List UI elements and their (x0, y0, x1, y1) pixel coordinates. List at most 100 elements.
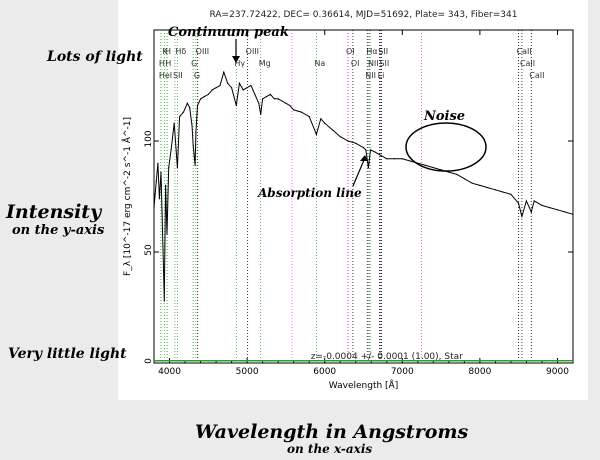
flux-point (192, 144, 194, 147)
flux-point (487, 187, 489, 189)
flux-point (215, 87, 217, 89)
spectral-line-label: Na (314, 59, 325, 68)
flux-point (246, 87, 248, 89)
flux-point (250, 84, 252, 87)
spectral-line-label: OIII (246, 47, 259, 56)
flux-point (378, 153, 380, 155)
flux-point (424, 164, 427, 167)
flux-point (530, 211, 532, 213)
flux-point (281, 100, 283, 102)
spectral-line-label: Mg (259, 59, 271, 68)
flux-point (168, 167, 170, 169)
spectral-line-label: CaII (529, 71, 544, 80)
spectral-line-label: Hα (366, 47, 377, 56)
flux-point (541, 204, 543, 206)
spectral-line-label: SII (173, 71, 183, 80)
continuum-peak-arrowhead (232, 56, 240, 63)
flux-point (355, 142, 357, 144)
flux-point (365, 149, 367, 151)
flux-point (432, 167, 434, 169)
chart-title: RA=237.72422, DEC= 0.36614, MJD=51692, P… (210, 10, 518, 20)
plot-frame (153, 29, 574, 364)
flux-point (254, 93, 256, 95)
flux-point (176, 167, 178, 169)
flux-point (448, 171, 450, 173)
noise-ellipse (405, 122, 487, 172)
spectral-line-label: OIII (196, 47, 209, 56)
spectral-line-label: H (165, 59, 171, 68)
flux-point (195, 131, 197, 133)
flux-point (227, 82, 229, 84)
flux-point (194, 164, 196, 167)
flux-point (289, 104, 291, 107)
spectral-line-label: H (159, 59, 165, 68)
y-axis-label: F_λ [10^-17 erg cm^-2 s^-1 Å^-1] (121, 117, 133, 276)
flux-point (182, 111, 185, 113)
flux-point (161, 229, 164, 231)
y-tick-label: 0 (144, 358, 154, 364)
flux-point (479, 184, 481, 186)
flux-point (572, 213, 574, 215)
absorption-arrow (352, 159, 365, 187)
flux-point (163, 300, 165, 302)
spectral-line-label: Hγ (234, 59, 245, 68)
flux-point (273, 98, 275, 100)
spectral-line-label: CaII (520, 59, 535, 68)
flux-point (502, 191, 504, 193)
very-little-light-label: Very little light (8, 346, 127, 362)
flux-point (223, 71, 225, 73)
x-tick-label: 5000 (236, 367, 259, 377)
spectral-line-label: CaII (517, 47, 532, 56)
x-tick-label: 9000 (546, 367, 569, 377)
flux-point (199, 98, 202, 100)
flux-point (331, 129, 334, 131)
flux-point (463, 178, 465, 180)
flux-point (386, 158, 388, 160)
flux-point (533, 200, 535, 202)
flux-point (230, 87, 233, 89)
spectral-line-label: SII (378, 47, 388, 56)
flux-point (320, 118, 322, 120)
flux-point (324, 122, 326, 124)
flux-point (339, 135, 341, 138)
flux-point (155, 180, 157, 182)
flux-point (456, 173, 458, 175)
intensity-sublabel: on the y-axis (12, 223, 105, 238)
flux-point (235, 104, 237, 107)
spectral-line-label: Hδ (175, 47, 186, 56)
x-axis-label: Wavelength [Å] (329, 379, 398, 391)
spectral-line-label: K (162, 47, 168, 56)
spectral-line-label: G (191, 59, 197, 68)
flux-point (277, 98, 279, 100)
flux-point (211, 89, 213, 91)
flux-point (196, 104, 199, 107)
y-tick-label: 50 (144, 244, 154, 256)
flux-point (409, 160, 411, 162)
flux-point (160, 171, 162, 173)
flux-point (260, 113, 262, 115)
flux-point (525, 200, 528, 202)
flux-point (238, 82, 240, 84)
intensity-label: Intensity (6, 201, 102, 223)
noise-annotation: Noise (423, 109, 465, 124)
x-tick-label: 7000 (391, 367, 414, 377)
flux-point (556, 209, 559, 211)
spectral-line-label: HeI (159, 71, 172, 80)
flux-point (549, 207, 551, 209)
flux-point (157, 162, 159, 164)
absorption-arrowhead (360, 155, 368, 161)
plot-panel: RA=237.72422, DEC= 0.36614, MJD=51692, P… (118, 0, 588, 400)
spectral-line-label: H (165, 47, 171, 56)
spectral-line-label: SII (379, 59, 389, 68)
flux-point (494, 189, 497, 191)
flux-point (173, 122, 175, 124)
continuum-peak-annotation: Continuum peak (168, 25, 289, 40)
flux-point (265, 96, 268, 98)
flux-point (315, 133, 318, 135)
flux-point (165, 184, 167, 186)
flux-point (393, 158, 396, 160)
spectral-line-label: NII (368, 59, 379, 68)
spectral-line-label: Li (378, 71, 385, 80)
flux-point (189, 107, 191, 109)
flux-point (347, 140, 349, 142)
